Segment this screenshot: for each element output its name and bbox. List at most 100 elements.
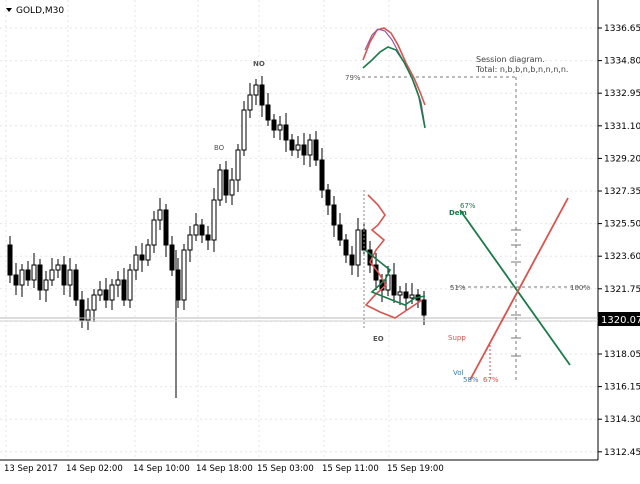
candle-body — [325, 189, 331, 206]
label-dem: Dem — [449, 209, 467, 217]
symbol-label: GOLD,M30 — [16, 6, 64, 16]
time-label: 15 Sep 19:00 — [387, 464, 444, 474]
candle-body — [55, 264, 61, 271]
volume-profile-green — [364, 249, 426, 306]
triangle-down-icon[interactable] — [6, 8, 12, 12]
label-pct-67-top: 67% — [460, 202, 476, 210]
support-curve — [362, 46, 426, 129]
time-axis: 13 Sep 2017 14 Sep 02:00 14 Sep 10:00 14 Se… — [4, 464, 444, 474]
candle-body — [163, 209, 169, 246]
candle-body — [319, 159, 325, 191]
label-supp: Supp — [448, 334, 466, 342]
candle-body — [337, 224, 343, 241]
candle-body — [343, 239, 349, 256]
price-label: 1332.95 — [604, 89, 640, 99]
candle-body — [37, 264, 43, 291]
candle-body — [97, 289, 103, 296]
candle-body — [127, 269, 133, 301]
label-eo: EO — [373, 335, 384, 343]
time-label: 15 Sep 03:00 — [257, 464, 314, 474]
time-label: 15 Sep 11:00 — [322, 464, 379, 474]
price-label: 1321.75 — [604, 285, 640, 295]
candle-body — [331, 204, 337, 226]
candle-body — [271, 119, 277, 131]
candle-body — [19, 269, 25, 286]
supply-line — [469, 197, 569, 381]
volume-profile-red — [364, 194, 423, 319]
candle-body — [217, 169, 223, 201]
price-label: 1325.50 — [604, 220, 640, 230]
candle-body — [313, 139, 319, 161]
candle-body — [181, 249, 187, 301]
candle-body — [25, 269, 31, 281]
session-title: Session diagram. — [476, 55, 545, 64]
candle-body — [133, 254, 139, 271]
price-label: 1316.15 — [604, 383, 640, 393]
session-ladder-ticks — [511, 229, 521, 357]
candle-body — [277, 124, 283, 131]
candle-body — [247, 94, 253, 111]
candle-body — [283, 124, 289, 141]
time-label: 14 Sep 10:00 — [133, 464, 190, 474]
label-vol: Vol — [453, 369, 464, 377]
price-label: 1318.05 — [604, 350, 640, 360]
candle-body — [265, 104, 271, 121]
price-label: 1331.10 — [604, 122, 640, 132]
candle-body — [13, 274, 19, 286]
candle-body — [259, 84, 265, 106]
candle-body — [151, 219, 157, 246]
candle-body — [187, 234, 193, 251]
candle-body — [157, 209, 163, 221]
price-axis: 1336.65 1334.80 1332.95 1331.10 1329.20 1327.… — [598, 24, 640, 458]
candle-body — [391, 274, 397, 296]
label-pct-100: 100% — [570, 284, 590, 292]
mid-curve — [364, 28, 426, 128]
candle-body — [241, 109, 247, 151]
candle-body — [205, 234, 211, 241]
label-pct-51: 51% — [450, 284, 466, 292]
candle-body — [409, 294, 415, 299]
candle-body — [91, 294, 97, 311]
candle-body — [109, 284, 115, 301]
candle-body — [115, 279, 121, 286]
time-label: 14 Sep 02:00 — [66, 464, 123, 474]
candle-body — [301, 144, 307, 156]
candle-body — [175, 269, 181, 301]
candle-body — [103, 289, 109, 301]
candle-body — [403, 291, 409, 299]
candle-body — [139, 254, 145, 261]
label-pct-67-bottom: 67% — [483, 376, 499, 384]
current-price-value: 1320.07 — [601, 315, 640, 326]
candle-body — [73, 269, 79, 301]
current-price-tag: 1320.07 — [598, 312, 640, 326]
price-label: 1312.45 — [604, 448, 640, 458]
candle-body — [421, 299, 427, 316]
candle-body — [61, 264, 67, 286]
candle-body — [349, 254, 355, 266]
demand-line — [459, 209, 571, 366]
candle-body — [397, 291, 403, 296]
label-pct-58: 58% — [463, 376, 479, 384]
label-pct-79: 79% — [345, 74, 361, 82]
candle-body — [307, 139, 313, 156]
time-label: 14 Sep 18:00 — [196, 464, 253, 474]
price-label: 1336.65 — [604, 24, 640, 34]
time-label: 13 Sep 2017 — [4, 464, 58, 474]
candle-body — [193, 224, 199, 236]
candle-body — [49, 269, 55, 281]
candle-body — [85, 309, 91, 321]
candlestick-series — [7, 76, 427, 398]
candle-body — [67, 269, 73, 286]
candle-body — [229, 179, 235, 196]
candle-body — [199, 224, 205, 236]
price-label: 1334.80 — [604, 57, 640, 67]
candle-body — [211, 199, 217, 241]
candle-body — [169, 244, 175, 271]
resistance-curve — [362, 27, 426, 106]
price-label: 1314.30 — [604, 415, 640, 425]
candle-body — [295, 144, 301, 151]
symbol-selector[interactable]: GOLD,M30 — [6, 6, 64, 16]
session-total: Total: n,b,b,n,b,n,n,n,n. — [475, 65, 568, 74]
